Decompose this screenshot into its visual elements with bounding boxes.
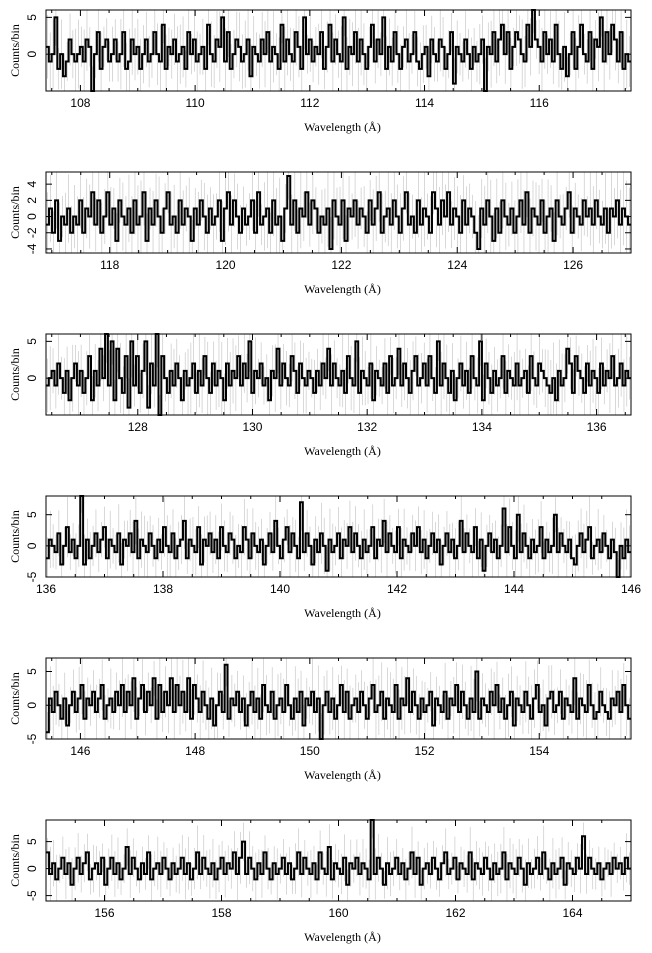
counts-step-line — [46, 663, 631, 740]
x-tick-label: 126 — [563, 258, 583, 272]
x-tick-label: 144 — [504, 582, 524, 596]
x-axis-label: Wavelength (Å) — [304, 282, 381, 296]
error-bars — [47, 658, 630, 739]
x-tick-label: 134 — [472, 420, 492, 434]
y-tick-label: 5 — [25, 14, 39, 21]
x-tick-label: 156 — [94, 906, 114, 920]
x-tick-label: 146 — [621, 582, 641, 596]
y-tick-label: 5 — [25, 668, 39, 675]
counts-step-line — [46, 495, 631, 578]
y-tick-label: -2 — [25, 227, 39, 238]
error-bars — [47, 10, 630, 91]
x-tick-label: 116 — [530, 96, 549, 110]
y-tick-label: -5 — [25, 571, 39, 582]
y-tick-label: 0 — [25, 542, 39, 549]
chart-panel-5: 146 148 150 152 154 -5 0 5 Wavelength (Å) Counts/… — [8, 657, 632, 782]
y-axis-label: Counts/bin — [8, 834, 22, 887]
x-tick-label: 136 — [36, 582, 56, 596]
y-axis-label: Counts/bin — [8, 348, 22, 401]
plot-frame — [45, 171, 632, 254]
x-tick-label: 152 — [415, 744, 435, 758]
y-tick-label: -5 — [25, 890, 39, 901]
x-tick-label: 114 — [415, 96, 434, 110]
x-tick-label: 130 — [242, 420, 262, 434]
x-tick-label: 108 — [70, 96, 90, 110]
chart-panel-2: 118 120 122 124 126 -4 -2 0 2 4 Wavelength (Å) Coun… — [8, 171, 632, 296]
counts-step-line — [46, 333, 631, 416]
y-tick-label: 2 — [25, 197, 39, 204]
x-tick-label: 164 — [562, 906, 582, 920]
y-tick-label: 5 — [25, 838, 39, 845]
x-tick-label: 154 — [529, 744, 549, 758]
y-tick-label: 0 — [25, 702, 39, 709]
y-tick-label: 4 — [25, 180, 39, 187]
x-tick-label: 110 — [186, 96, 205, 110]
counts-step-line — [46, 819, 631, 886]
x-axis-label: Wavelength (Å) — [304, 768, 381, 782]
x-tick-label: 132 — [357, 420, 377, 434]
error-bars — [47, 334, 630, 415]
x-tick-label: 160 — [328, 906, 348, 920]
x-tick-label: 158 — [211, 906, 231, 920]
x-tick-label: 162 — [445, 906, 465, 920]
x-axis-label: Wavelength (Å) — [304, 606, 381, 620]
chart-panel-6: 156 158 160 162 164 -5 0 5 Wavelength (Å) Counts/… — [8, 819, 632, 944]
counts-step-line — [46, 175, 631, 250]
x-tick-label: 112 — [300, 96, 319, 110]
y-tick-label: 0 — [25, 51, 39, 58]
x-tick-label: 142 — [387, 582, 407, 596]
y-tick-label: 5 — [25, 511, 39, 518]
x-tick-label: 122 — [331, 258, 351, 272]
x-tick-label: 140 — [270, 582, 290, 596]
y-tick-label: 5 — [25, 338, 39, 345]
y-axis-label: Counts/bin — [8, 672, 22, 725]
chart-panel-1: 108 110 112 114 116 0 5 Wavelength (Å) Counts/bi… — [8, 9, 632, 134]
chart-panel-3: 128 130 132 134 136 0 5 Wavelength (Å) Counts/bi… — [8, 333, 632, 458]
x-tick-label: 124 — [447, 258, 467, 272]
x-axis-label: Wavelength (Å) — [304, 444, 381, 458]
x-axis-label: Wavelength (Å) — [304, 120, 381, 134]
x-tick-label: 146 — [70, 744, 90, 758]
y-axis-label: Counts/bin — [8, 24, 22, 77]
chart-panel-4: 136 138 140 142 144 146 -5 0 5 Wavelength (Å) Coun… — [8, 495, 641, 620]
error-bars — [47, 172, 630, 253]
y-tick-label: -5 — [25, 733, 39, 744]
y-tick-label: 0 — [25, 213, 39, 220]
x-tick-label: 118 — [100, 258, 119, 272]
y-axis-label: Counts/bin — [8, 186, 22, 239]
x-tick-label: 128 — [128, 420, 148, 434]
y-tick-label: 0 — [25, 375, 39, 382]
x-tick-label: 148 — [185, 744, 205, 758]
x-tick-label: 120 — [216, 258, 236, 272]
y-tick-label: 0 — [25, 865, 39, 872]
y-tick-label: -4 — [25, 243, 39, 254]
x-tick-label: 136 — [587, 420, 607, 434]
x-tick-label: 138 — [153, 582, 173, 596]
x-tick-label: 150 — [300, 744, 320, 758]
x-axis-label: Wavelength (Å) — [304, 930, 381, 944]
y-axis-label: Counts/bin — [8, 510, 22, 563]
